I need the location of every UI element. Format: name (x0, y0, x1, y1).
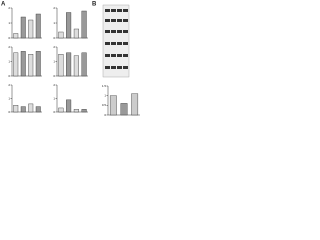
panel-label: B (92, 2, 97, 8)
bar (58, 54, 64, 77)
bar (35, 106, 41, 113)
bar (66, 12, 72, 39)
y-tick-label: 0 (8, 74, 10, 78)
y-tick-label: 2 (53, 45, 55, 49)
bar (120, 103, 128, 116)
y-tick-label: 0 (8, 36, 10, 40)
y-tick-label: 0 (8, 110, 10, 114)
y-tick-label: 2 (8, 45, 10, 49)
bar (81, 10, 87, 39)
y-tick-label: 0.5 (102, 103, 107, 107)
bar (73, 55, 79, 77)
y-tick-label: 1 (53, 96, 55, 100)
bar (81, 109, 87, 113)
bar (13, 33, 19, 39)
y-tick-label: 1 (8, 21, 10, 25)
bar (131, 93, 139, 116)
bar (81, 52, 87, 77)
y-tick-label: 2 (8, 83, 10, 87)
y-tick-label: 1 (104, 93, 106, 97)
y-tick-label: 0 (53, 110, 55, 114)
bar (73, 28, 79, 39)
y-tick-label: 0 (53, 74, 55, 78)
bar (13, 105, 19, 113)
bar (73, 109, 79, 113)
y-tick-label: 0 (53, 36, 55, 40)
y-tick-label: 2 (53, 6, 55, 10)
bar (20, 106, 26, 113)
panel-label: A (1, 2, 6, 8)
bar (20, 51, 26, 77)
y-tick-label: 1 (8, 59, 10, 63)
western-blot (102, 4, 130, 78)
y-tick-label: 1 (53, 21, 55, 25)
y-tick-label: 2 (8, 6, 10, 10)
bar (20, 16, 26, 39)
bar (66, 52, 72, 77)
figure: A B 0 1 2 0 1 2 0 1 2 0 1 2 0 1 2 0 1 2 0 0.5 1 1.5 (1, 2, 140, 117)
bar (13, 52, 19, 77)
bar (58, 31, 64, 39)
y-tick-label: 1 (8, 96, 10, 100)
bar (35, 51, 41, 77)
bar (109, 95, 117, 116)
bar (28, 19, 34, 39)
y-tick-label: 2 (53, 83, 55, 87)
bar (35, 13, 41, 39)
y-tick-label: 0 (104, 113, 106, 117)
bar (28, 103, 34, 113)
bar (66, 99, 72, 113)
y-tick-label: 1.5 (102, 84, 107, 88)
y-tick-label: 1 (53, 59, 55, 63)
bar (58, 107, 64, 113)
bar (28, 54, 34, 77)
